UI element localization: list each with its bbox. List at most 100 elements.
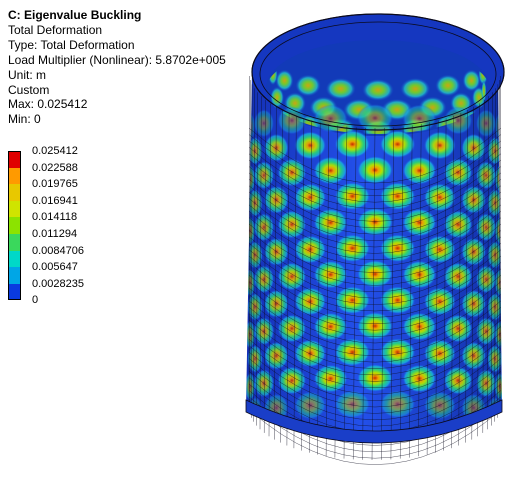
buckle-dimple (476, 265, 497, 294)
legend-color-swatch (8, 184, 21, 201)
legend-value-label: 0.016941 (32, 194, 78, 207)
buckle-dimple (487, 136, 502, 165)
mesh-hoop-line (248, 211, 502, 267)
mesh-longitudinal-line (409, 125, 413, 458)
buckle-dimple (334, 286, 371, 315)
mesh-hoop-line (248, 198, 502, 254)
buckle-dimple (253, 317, 274, 346)
mesh-hoop-line (248, 268, 502, 325)
mesh-longitudinal-line (487, 96, 489, 430)
buckle-dimple (379, 338, 416, 367)
mesh-longitudinal-line (274, 106, 277, 440)
buckle-dimple (247, 292, 263, 321)
cylinder-top-rim-inner (259, 21, 497, 127)
buckle-dimple (313, 208, 348, 237)
buckle-dimple (476, 317, 497, 346)
legend-color-swatch (8, 217, 21, 234)
inner-buckle-dimple (481, 80, 487, 103)
buckle-dimple (443, 210, 473, 239)
buckle-dimple (277, 366, 307, 395)
buckle-dimple (379, 286, 416, 315)
buckle-dimple (476, 109, 497, 138)
buckle-dimple (402, 156, 437, 185)
mesh-longitudinal-line (458, 112, 462, 446)
mesh-longitudinal-line (371, 127, 376, 461)
mesh-hoop-line (248, 275, 502, 331)
buckle-dimple (379, 182, 416, 211)
buckle-dimple (443, 262, 473, 291)
buckle-dimple (247, 188, 263, 217)
mesh-longitudinal-line (390, 127, 395, 460)
mesh-hoop-line (248, 140, 502, 197)
buckle-dimple (357, 312, 393, 340)
legend-value-label: 0.019765 (32, 178, 78, 191)
legend-value-label: 0.014118 (32, 211, 78, 224)
buckle-dimple (253, 109, 274, 138)
mesh-longitudinal-line (465, 109, 468, 443)
buckle-dimple (357, 208, 393, 236)
buckle-dimple (357, 104, 393, 132)
mesh-longitudinal-line (491, 92, 493, 426)
mesh-longitudinal-line (251, 84, 253, 418)
mesh-hoop-line (248, 351, 502, 408)
mesh-hoop-line (248, 281, 502, 337)
mesh-hoop-line (248, 166, 502, 222)
legend-color-swatch (8, 267, 21, 284)
mesh-longitudinal-line (477, 103, 480, 437)
inner-buckle-dimple (400, 77, 431, 100)
mesh-longitudinal-line (497, 84, 499, 418)
mesh-hoop-line (248, 153, 502, 209)
buckle-dimple (334, 234, 371, 263)
legend-value-label: 0.0084706 (32, 244, 84, 257)
buckle-dimple (423, 131, 456, 160)
result-type: Type: Total Deformation (8, 37, 135, 52)
buckle-dimple (461, 289, 487, 318)
buckle-dimple (379, 130, 416, 159)
legend-color-swatch (8, 283, 21, 301)
mesh-hoop-line (248, 134, 502, 190)
legend-color-swatch (8, 167, 21, 185)
mesh-hoop-line (248, 358, 502, 414)
result-info-panel: C: Eigenvalue Buckling Total Deformation… (8, 8, 226, 127)
result-max: Max: 0.025412 (8, 97, 88, 112)
cylinder-top-rim (251, 13, 505, 131)
inner-buckle-dimple (295, 74, 321, 97)
buckle-dimple (277, 158, 307, 187)
mesh-longitudinal-line (259, 96, 262, 430)
mesh-hoop-line (248, 185, 502, 241)
result-subtitle: Total Deformation (8, 22, 103, 37)
buckle-dimple (334, 182, 371, 211)
mesh-hoop-line (248, 294, 502, 350)
buckle-dimple (334, 390, 371, 419)
load-multiplier: Load Multiplier (Nonlinear): 5.8702e+005 (8, 52, 226, 67)
mesh-hoop-line (248, 364, 502, 421)
mesh-hoop-line (248, 230, 502, 286)
cylinder-bottom-rim (245, 399, 503, 444)
mesh-hoop-line (248, 307, 502, 363)
buckle-dimple (357, 156, 393, 184)
buckle-dimple (247, 136, 263, 165)
buckle-dimple (357, 260, 393, 288)
mesh-longitudinal-line (399, 126, 404, 459)
mesh-hoop-line (248, 159, 502, 216)
mesh-longitudinal-line (280, 109, 283, 443)
buckle-dimple (334, 130, 371, 159)
buckle-dimple (443, 366, 473, 395)
result-scale-mode: Custom (8, 82, 50, 97)
inner-buckle-dimple (435, 74, 461, 97)
buckle-dimple (461, 185, 487, 214)
buckle-dimple (313, 156, 348, 185)
mesh-longitudinal-line (286, 112, 290, 446)
mesh-longitudinal-line (362, 127, 366, 460)
buckle-dimple (402, 208, 437, 237)
buckle-dimple (277, 314, 307, 343)
mesh-hoop-line (248, 249, 502, 305)
buckle-dimple (423, 287, 456, 316)
buckle-dimple (277, 106, 307, 135)
mesh-longitudinal-line (443, 118, 447, 451)
mesh-hoop-line (248, 326, 502, 382)
mesh-hoop-line (248, 319, 502, 376)
buckle-dimple (423, 339, 456, 368)
mesh-hoop-line (248, 243, 502, 299)
